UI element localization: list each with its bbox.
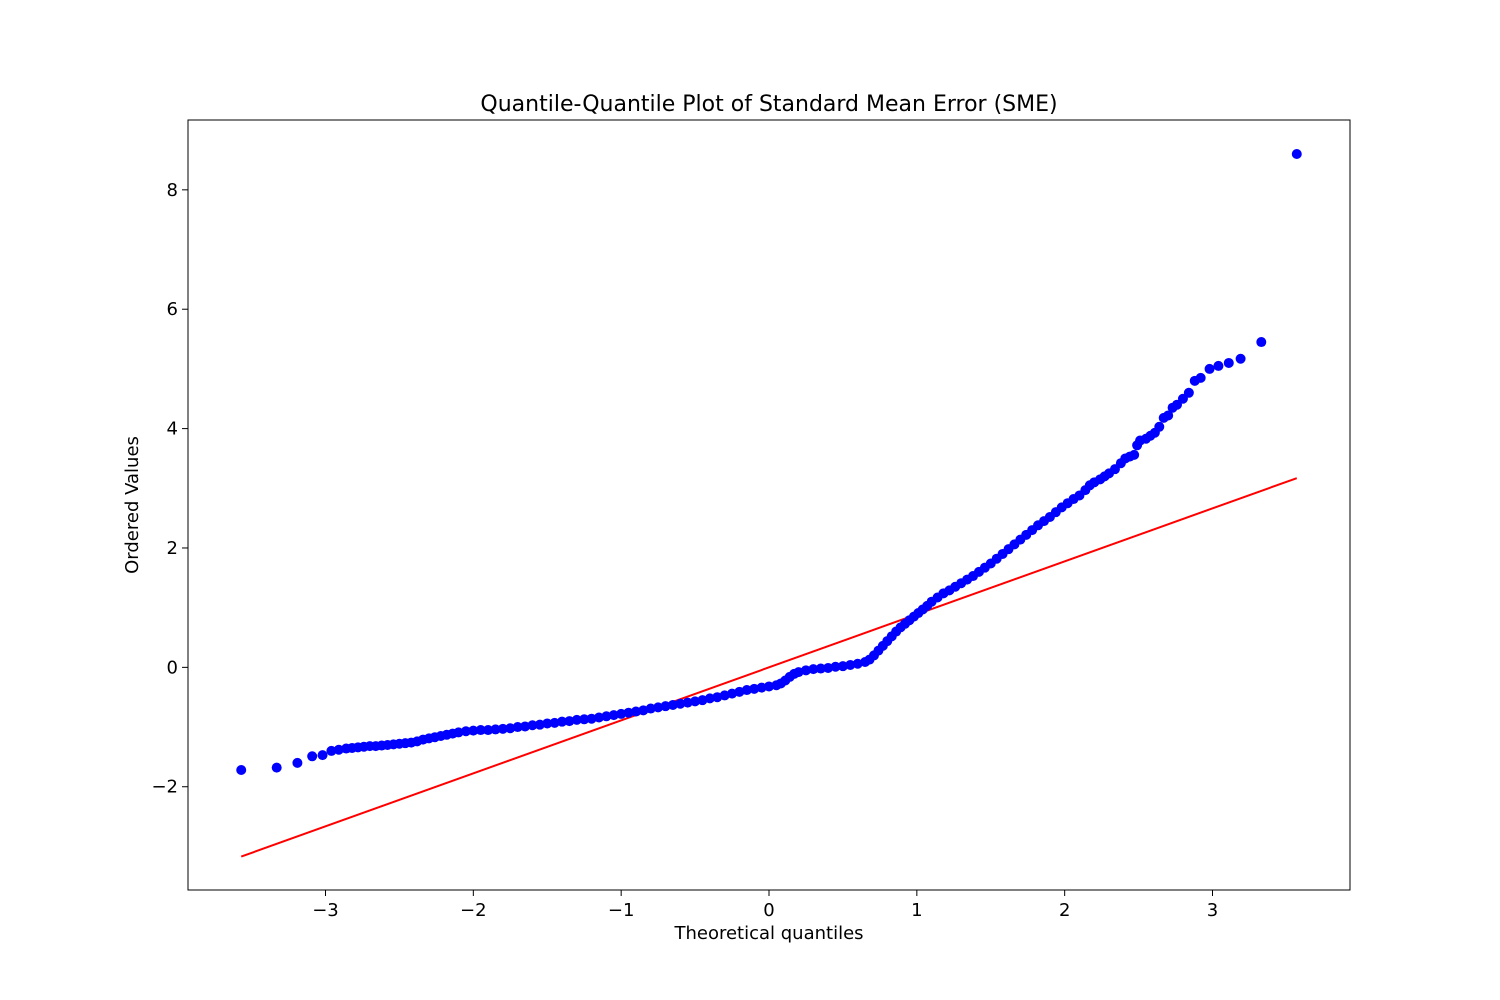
data-point	[1154, 421, 1165, 432]
data-point	[579, 714, 590, 725]
data-point	[497, 723, 508, 734]
data-point	[1183, 387, 1194, 398]
data-point	[645, 703, 656, 714]
data-point	[823, 662, 834, 673]
y-tick-label: 8	[167, 180, 178, 201]
data-point	[520, 721, 531, 732]
x-tick-label: −1	[608, 900, 635, 921]
data-point	[549, 717, 560, 728]
data-point	[1223, 357, 1234, 368]
data-point	[1291, 149, 1302, 160]
y-tick-label: 4	[167, 419, 178, 440]
data-point	[1195, 372, 1206, 383]
y-tick-label: 2	[167, 538, 178, 559]
x-tick-label: 3	[1207, 900, 1218, 921]
data-point	[741, 685, 752, 696]
data-point	[756, 682, 767, 693]
data-point	[460, 726, 471, 737]
data-point	[660, 701, 671, 712]
data-point	[815, 663, 826, 674]
data-point	[1235, 353, 1246, 364]
x-tick-label: 2	[1059, 900, 1070, 921]
data-point	[586, 713, 597, 724]
data-point	[808, 664, 819, 675]
data-point	[236, 765, 247, 776]
fit-line	[240, 477, 1298, 858]
data-point	[468, 725, 479, 736]
data-point	[1256, 337, 1267, 348]
data-point	[623, 707, 634, 718]
data-point	[608, 710, 619, 721]
data-point	[271, 762, 282, 773]
data-point	[317, 750, 328, 761]
data-point	[601, 711, 612, 722]
data-point	[512, 722, 523, 733]
y-axis-ticks: −2 0 2 4 6 8	[151, 180, 188, 798]
x-tick-label: 1	[911, 900, 922, 921]
data-point	[764, 681, 774, 692]
data-point	[616, 708, 627, 719]
x-axis-ticks: −3 −2 −1 0 1 2 3	[312, 890, 1218, 921]
data-point	[453, 727, 464, 738]
data-point	[704, 693, 715, 704]
data-point	[333, 744, 344, 755]
data-point	[483, 725, 494, 736]
data-point	[675, 698, 686, 709]
data-point	[1129, 449, 1140, 460]
data-point	[534, 719, 545, 730]
data-point	[653, 702, 664, 713]
x-tick-label: 0	[763, 900, 774, 921]
x-tick-label: −3	[312, 900, 339, 921]
data-point	[749, 683, 760, 694]
data-point	[1204, 363, 1215, 374]
data-point	[667, 699, 678, 710]
chart-title: Quantile-Quantile Plot of Standard Mean …	[480, 92, 1057, 117]
data-point	[326, 745, 337, 756]
plot-area	[236, 149, 1302, 858]
data-point	[1213, 360, 1224, 371]
data-point	[505, 723, 516, 734]
x-axis-label: Theoretical quantiles	[673, 923, 863, 944]
data-point	[527, 720, 538, 731]
data-point	[830, 661, 841, 672]
data-point	[292, 757, 303, 768]
data-point	[564, 716, 575, 727]
data-point	[682, 697, 693, 708]
data-point	[630, 706, 641, 717]
data-point	[490, 724, 501, 735]
data-point	[800, 665, 811, 676]
data-point	[837, 661, 848, 672]
y-tick-label: −2	[151, 777, 178, 798]
data-point	[307, 751, 318, 762]
data-point	[557, 716, 568, 727]
data-point	[690, 696, 701, 707]
data-point	[542, 718, 553, 729]
data-point	[571, 714, 582, 725]
y-tick-label: 0	[167, 657, 178, 678]
data-point	[593, 712, 604, 723]
data-point	[845, 659, 856, 670]
data-point	[475, 725, 486, 736]
y-tick-label: 6	[167, 299, 178, 320]
data-point	[1163, 410, 1174, 421]
y-axis-label: Ordered Values	[122, 436, 143, 574]
x-tick-label: −2	[460, 900, 487, 921]
